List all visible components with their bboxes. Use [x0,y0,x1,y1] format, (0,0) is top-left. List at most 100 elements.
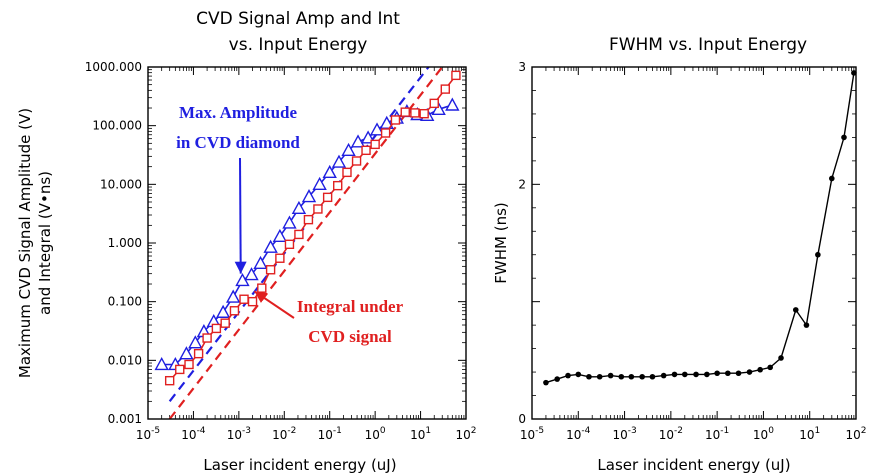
data-point [681,371,688,378]
data-point [851,70,857,76]
data-point-square [303,214,314,225]
x-tick-label: 10-4 [566,426,591,442]
data-point [628,373,635,380]
x-tick-label: 10-2 [272,426,296,442]
data-point [841,134,847,141]
data-point-square [247,296,258,307]
left-series [154,70,461,386]
data-point [607,372,614,379]
left-x-tick-labels: 10-5 10-4 10-3 10-2 10-1 100 101 102 [136,426,477,442]
data-point-square [175,364,185,375]
data-point-square [193,348,204,359]
data-point-square [390,115,401,125]
data-point [693,371,699,378]
y-tick-label: 0.100 [108,295,142,309]
data-point-square [164,375,175,386]
right-series [543,70,857,386]
x-axis-label-right: Laser incident energy (uJ) [597,456,790,474]
data-point-square [257,283,267,293]
data-point-square [342,167,352,178]
annotation-amplitude-1: Max. Amplitude [179,103,298,122]
right-ticks [531,66,857,420]
data-point-triangle [312,176,327,191]
right-x-tick-labels: 10-5 10-4 10-3 10-2 10-1 100 101 102 [520,426,867,442]
data-point-triangle [215,304,231,318]
x-axis-label: Laser incident energy (uJ) [203,456,396,474]
y-tick-label: 0 [518,412,526,426]
data-point-square [275,253,285,263]
data-point-square [361,145,371,156]
x-tick-label: 100 [365,426,386,442]
data-point-triangle [341,142,356,157]
x-tick-label: 101 [799,426,820,442]
data-point-square [451,70,461,81]
data-point-square [410,108,420,118]
data-point-triangle [431,101,446,116]
annotation-arrow-amplitude [234,157,247,274]
x-tick-label: 102 [845,426,866,442]
right-y-tick-labels: 0 2 3 [518,60,526,426]
x-tick-label: 102 [455,426,476,442]
data-point-square [419,108,429,119]
data-point-square [202,333,212,343]
data-point [565,372,571,379]
y-tick-label: 10.000 [100,177,142,191]
chart-subtitle: vs. Input Energy [229,35,368,55]
data-point [778,355,784,361]
data-point [596,373,603,380]
x-tick-label: 10-3 [612,426,636,442]
data-point-triangle [301,189,317,203]
data-point [618,373,625,380]
y-tick-label: 2 [518,177,526,191]
x-tick-label: 100 [753,426,774,442]
x-tick-label: 10-1 [705,426,729,442]
chart-title-right: FWHM vs. Input Energy [609,35,807,55]
data-point [803,322,810,328]
data-point-square [239,294,249,304]
y-axis-label-right: FWHM (ns) [492,202,510,283]
left-plot-frame [147,66,467,420]
data-point [714,370,720,377]
data-point-triangle [322,164,337,179]
y-tick-label: 1.000 [108,236,142,250]
data-point [554,376,560,382]
annotation-integral-1: Integral under [297,297,404,316]
y-tick-label: 3 [518,60,526,74]
x-tick-label: 10-5 [136,426,160,442]
data-point-triangle [291,200,307,215]
chart-left: CVD Signal Amp and Int vs. Input Energy … [16,9,477,474]
data-point-triangle [445,97,460,111]
data-point-triangle [369,122,385,136]
y-tick-label: 0.001 [108,412,142,426]
data-point [735,370,742,377]
data-point-square [380,128,391,138]
data-point-triangle [188,335,203,349]
x-tick-label: 10-1 [318,426,342,442]
annotation-integral-2: CVD signal [308,327,392,346]
data-point [828,175,835,182]
data-point-triangle [154,357,169,371]
left-y-tick-labels: 0.001 0.010 0.100 1.000 10.000 100.000 1000.00… [85,60,142,426]
data-point [746,369,753,375]
x-tick-label: 10-5 [520,426,544,442]
data-point [704,371,710,378]
annotation-amplitude-2: in CVD diamond [176,133,300,152]
data-point-square [440,84,450,94]
data-point-square [322,192,333,203]
data-point-square [294,229,304,240]
data-point-square [184,359,194,370]
data-point [815,251,821,258]
data-point [725,370,731,377]
data-point [543,379,549,386]
data-point [575,371,582,378]
data-point [660,372,667,379]
data-point-triangle [226,289,241,303]
y-axis-label-2: and Integral (V•ns) [36,171,54,315]
x-tick-label: 10-2 [659,426,683,442]
data-point-square [429,98,439,109]
data-point-triangle [244,267,259,281]
data-point [649,373,656,380]
data-point-square [313,204,323,214]
data-point-triangle [263,239,278,253]
x-tick-label: 10-4 [181,426,206,442]
